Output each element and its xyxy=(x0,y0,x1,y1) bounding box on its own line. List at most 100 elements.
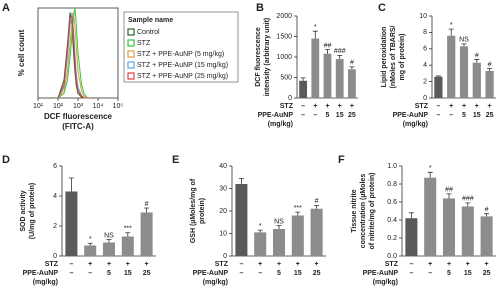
bar xyxy=(480,216,493,256)
bar xyxy=(65,191,78,256)
significance-label: NS xyxy=(274,218,284,225)
y-tick-label: 500 xyxy=(280,74,292,81)
treatment-label: (mg/kg) xyxy=(33,279,58,286)
significance-label: ## xyxy=(324,42,332,49)
bar xyxy=(102,242,116,256)
treatment-value: 25 xyxy=(483,270,491,277)
x-axis-label: (FITC-A) xyxy=(62,122,94,131)
treatment-value: + xyxy=(338,103,342,110)
treatment-label: (mg/kg) xyxy=(403,121,428,128)
bar xyxy=(272,229,286,256)
legend-swatch xyxy=(127,50,135,58)
treatment-label: PPE-AuNP xyxy=(258,112,294,119)
treatment-value: 15 xyxy=(294,270,302,277)
treatment-value: 25 xyxy=(143,270,151,277)
y-tick-label: 8 xyxy=(423,29,427,36)
error-bar xyxy=(435,75,441,77)
legend-swatch xyxy=(127,28,135,36)
y-axis-label: Tissue nitrite xyxy=(351,189,358,233)
treatment-value: – xyxy=(301,112,305,119)
panel-letter: A xyxy=(2,2,10,14)
treatment-value: 15 xyxy=(124,270,132,277)
x-tick-label: 10² xyxy=(53,103,64,110)
treatment-value: – xyxy=(409,261,413,268)
significance-label: # xyxy=(475,52,479,59)
significance-label: # xyxy=(315,198,319,205)
treatment-value: 15 xyxy=(473,112,481,119)
treatment-label: STZ xyxy=(385,261,399,268)
y-tick-label: 0.0 xyxy=(387,253,397,260)
panel-letter: E xyxy=(172,154,179,166)
treatment-value: – xyxy=(436,103,440,110)
bar xyxy=(424,177,437,256)
y-tick-label: 0 xyxy=(223,253,227,260)
error-bar xyxy=(349,66,355,70)
y-axis-label: of nitrite/mg of protein) xyxy=(369,173,376,250)
treatment-value: 15 xyxy=(464,270,472,277)
significance-label: * xyxy=(450,22,453,29)
bar xyxy=(311,38,320,98)
treatment-value: – xyxy=(301,103,305,110)
bar xyxy=(335,59,344,98)
treatment-value: 5 xyxy=(447,270,451,277)
treatment-label: PPE-AuNP xyxy=(193,270,229,277)
y-axis-label: SOD activity xyxy=(20,190,27,231)
significance-label: *** xyxy=(294,205,302,212)
treatment-value: – xyxy=(428,270,432,277)
error-bar xyxy=(325,49,330,54)
treatment-value: + xyxy=(485,261,489,268)
treatment-value: + xyxy=(449,103,453,110)
legend-box xyxy=(123,11,239,83)
y-tick-label: 1500 xyxy=(276,33,292,40)
bar xyxy=(447,35,456,98)
legend-title: Sample name xyxy=(128,17,173,24)
error-bar xyxy=(427,171,433,178)
legend-label: STZ + PPE-AuNP (25 mg/kg) xyxy=(137,73,228,80)
bar xyxy=(235,184,248,256)
histogram-line xyxy=(57,7,88,99)
treatment-value: 25 xyxy=(313,270,321,277)
legend-label: STZ + PPE-AuNP (15 mg/kg) xyxy=(137,62,228,69)
y-tick-label: 0 xyxy=(53,253,57,260)
error-bar xyxy=(257,229,263,233)
y-axis-label: protein) xyxy=(199,198,206,224)
y-tick-label: 0 xyxy=(288,95,292,102)
treatment-label: STZ xyxy=(45,261,59,268)
bar xyxy=(442,198,456,256)
y-tick-label: 0.2 xyxy=(387,235,397,242)
y-tick-label: 20 xyxy=(219,208,227,215)
treatment-value: + xyxy=(107,261,111,268)
error-bar xyxy=(461,43,467,47)
y-axis-label: concentration (µMoles xyxy=(360,174,367,249)
error-bar xyxy=(448,28,454,36)
treatment-value: 5 xyxy=(462,112,466,119)
treatment-label: PPE-AuNP xyxy=(393,112,429,119)
treatment-value: – xyxy=(69,261,73,268)
treatment-value: + xyxy=(313,103,317,110)
treatment-value: + xyxy=(277,261,281,268)
bar xyxy=(140,212,153,256)
y-tick-label: 1000 xyxy=(276,54,292,61)
significance-label: * xyxy=(314,24,317,31)
bar xyxy=(347,69,356,98)
significance-label: ### xyxy=(334,48,346,55)
treatment-value: + xyxy=(488,103,492,110)
y-tick-label: 0 xyxy=(423,95,427,102)
error-bar xyxy=(295,211,301,216)
legend-label: STZ xyxy=(137,40,151,47)
bar xyxy=(485,70,494,98)
legend-swatch xyxy=(127,39,135,47)
significance-label: # xyxy=(350,60,354,67)
treatment-label: (mg/kg) xyxy=(268,121,293,128)
y-tick-label: 6 xyxy=(423,46,427,53)
treatment-value: + xyxy=(466,261,470,268)
error-bar xyxy=(446,193,452,199)
error-bar xyxy=(125,232,131,237)
significance-label: * xyxy=(429,165,432,172)
y-tick-label: 30 xyxy=(219,185,227,192)
bar xyxy=(461,206,474,256)
treatment-value: + xyxy=(325,103,329,110)
treatment-value: + xyxy=(462,103,466,110)
treatment-value: – xyxy=(69,270,73,277)
bar xyxy=(472,62,481,98)
